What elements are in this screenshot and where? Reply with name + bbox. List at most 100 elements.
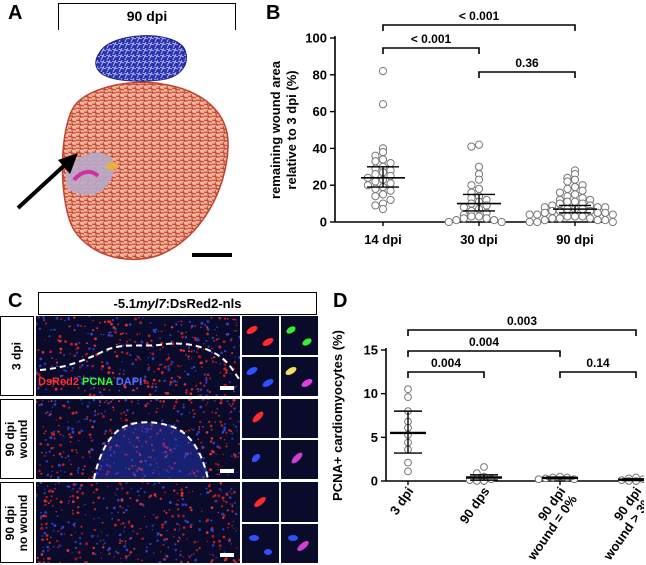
data-point [480,463,488,471]
nucleus-dot [180,550,182,552]
nucleus-dot [214,328,216,331]
panel-c-title-prefix: -5.1 [113,296,136,311]
nucleus-dot [188,412,191,414]
nucleus-dot [42,316,45,319]
nucleus-dot [141,538,144,540]
nucleus-dot [114,350,117,353]
nucleus-dot [152,513,155,516]
nucleus-dot [222,453,224,456]
panel-c-row1-label: 3 dpi [0,316,34,396]
nucleus-dot [177,365,180,368]
nucleus-dot [106,470,110,474]
nucleus-dot [60,528,62,530]
nucleus-dot [187,355,190,358]
nucleus-dot [202,411,205,414]
nucleus-dot [154,331,157,334]
panel-d-chart: 0 5 10 15 PCNA+ cardiomyocytes (%) 3 dpi 90 dp… [330,314,644,563]
nucleus-dot [96,535,99,537]
nucleus-dot [137,558,139,561]
nucleus-dot [36,371,39,374]
nucleus-dot [68,459,70,461]
nucleus-dot [179,348,183,352]
nucleus-dot [234,561,238,563]
nucleus-dot [226,322,229,326]
nucleus-dot [61,525,65,529]
nucleus-dot [64,319,66,322]
nucleus-dot [74,540,77,544]
nucleus-dot [53,447,55,449]
nucleus-dot [50,447,53,450]
nucleus-dot [139,358,141,361]
nucleus-dot [215,338,219,341]
nucleus-dot [162,400,165,403]
nucleus-dot [126,409,129,412]
nucleus-dot [216,463,218,465]
nucleus-dot [121,540,124,543]
nucleus-dot [159,400,162,403]
nucleus-dot [55,419,57,421]
nucleus-dot [134,317,137,321]
nucleus-dot [223,551,226,554]
nucleus-dot [56,471,59,474]
nucleus-dot [226,400,229,403]
nucleus-dot [53,380,57,383]
nucleus-dot [107,366,111,370]
nucleus-dot [152,449,155,452]
nucleus-dot [236,471,238,474]
nucleus-dot [225,431,228,434]
nucleus-dot [67,420,69,423]
nucleus-dot [199,382,202,385]
nucleus-dot [163,365,167,369]
nucleus-dot [144,459,147,463]
nucleus-dot [225,369,228,372]
nucleus-dot [196,469,199,473]
nucleus-dot [39,442,42,446]
nucleus-dot [159,497,163,500]
nucleus-dot [194,370,197,372]
nucleus-dot [47,502,50,504]
nucleus-dot [200,493,202,495]
nucleus-dot [82,468,85,471]
nucleus-dot [186,561,190,563]
nucleus-dot [52,433,56,436]
nucleus-dot [228,412,230,414]
data-point [578,186,587,195]
data-point [404,467,412,476]
micrograph-90dpi-no-wound [36,482,240,563]
nucleus-dot [67,502,70,505]
nucleus-dot [81,355,84,358]
nucleus-dot [174,400,178,404]
nucleus-dot [198,425,201,428]
nucleus-dot [39,482,43,484]
panel-c-row3-label: 90 dpi no wound [0,482,34,563]
nucleus-dot [154,383,157,385]
nucleus-dot [116,488,119,491]
data-point [525,210,534,219]
nucleus-dot [203,373,207,376]
nucleus-dot [103,432,106,435]
nucleus-dot [55,365,59,368]
nucleus-dot [154,516,158,520]
nucleus-dot [91,476,94,479]
nucleus-dot [176,364,179,367]
nucleus-dot [42,546,44,549]
nucleus-dot [223,394,227,396]
nucleus-dot [124,525,126,528]
nucleus-dot [60,388,63,390]
nucleus-dot [71,494,75,498]
nucleus-dot [197,541,199,543]
nucleus-dot [86,364,89,367]
nucleus-dot [140,468,144,472]
x-tick-label: 14 dpi [364,232,402,247]
nucleus-dot [209,424,213,428]
nucleus-dot [206,540,208,543]
nucleus-dot [196,452,200,455]
nucleus-dot [43,454,46,457]
nucleus-dot [77,387,80,389]
nucleus-dot [124,323,128,327]
nucleus-dot [138,494,140,497]
nucleus-dot [145,546,148,549]
nucleus-dot [210,519,213,522]
nucleus-dot [158,379,161,382]
nucleus-dot [130,458,134,462]
